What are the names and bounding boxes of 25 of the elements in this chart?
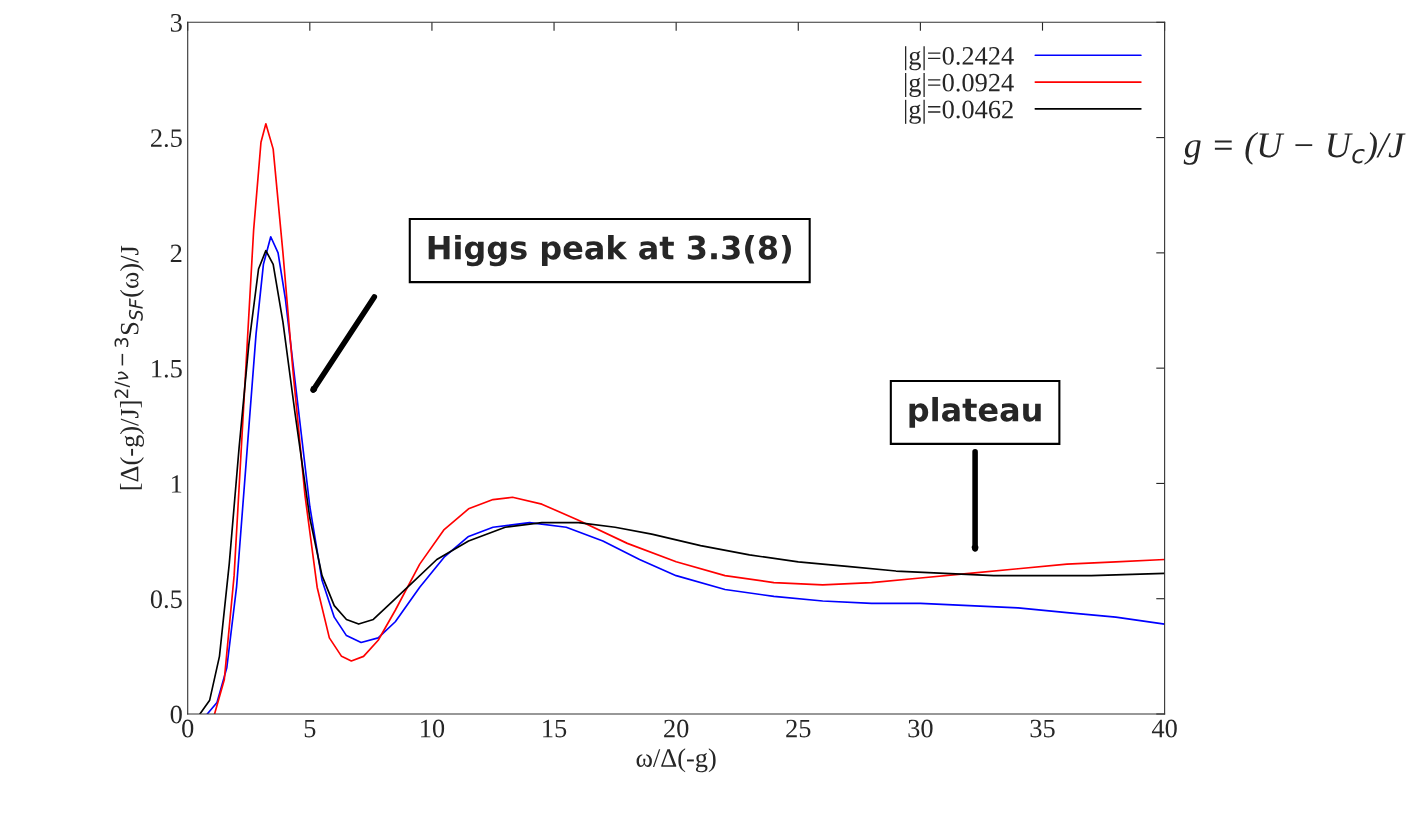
- legend-label: |g|=0.0462: [904, 99, 1013, 124]
- y-tick-label: 0: [170, 705, 182, 724]
- y-axis-title: [Δ(-g)/J]$^{2/ν−3}$S$_{SF}$(ω)/J: [114, 245, 144, 490]
- x-tick-label: 0: [182, 719, 194, 738]
- y-tick-label: 2: [170, 244, 182, 263]
- x-tick-label: 10: [421, 719, 445, 738]
- x-axis-title: ω/Δ(-g): [636, 748, 716, 773]
- legend-label: |g|=0.2424: [904, 46, 1014, 71]
- x-tick-label: 35: [1030, 719, 1055, 738]
- legend-label: |g|=0.0924: [904, 73, 1014, 98]
- x-tick-label: 20: [664, 719, 689, 738]
- x-tick-label: 15: [543, 719, 567, 738]
- x-tick-label: 30: [908, 719, 933, 738]
- x-tick-label: 40: [1151, 719, 1177, 738]
- x-tick-label: 5: [304, 719, 316, 738]
- annotation: Higgs peak at 3.3(8): [428, 234, 791, 267]
- y-tick-label: 1.5: [152, 359, 182, 378]
- y-tick-label: 1: [171, 475, 182, 493]
- y-tick-label: 2.5: [151, 129, 182, 148]
- y-tick-label: 3: [170, 13, 182, 32]
- line-series: [213, 122, 1165, 714]
- text: g = (U − U$_{c}$)/J: [1183, 132, 1406, 165]
- y-tick-label: 0.5: [150, 590, 182, 609]
- annotation: plateau: [909, 396, 1041, 428]
- x-tick-label: 25: [786, 719, 811, 738]
